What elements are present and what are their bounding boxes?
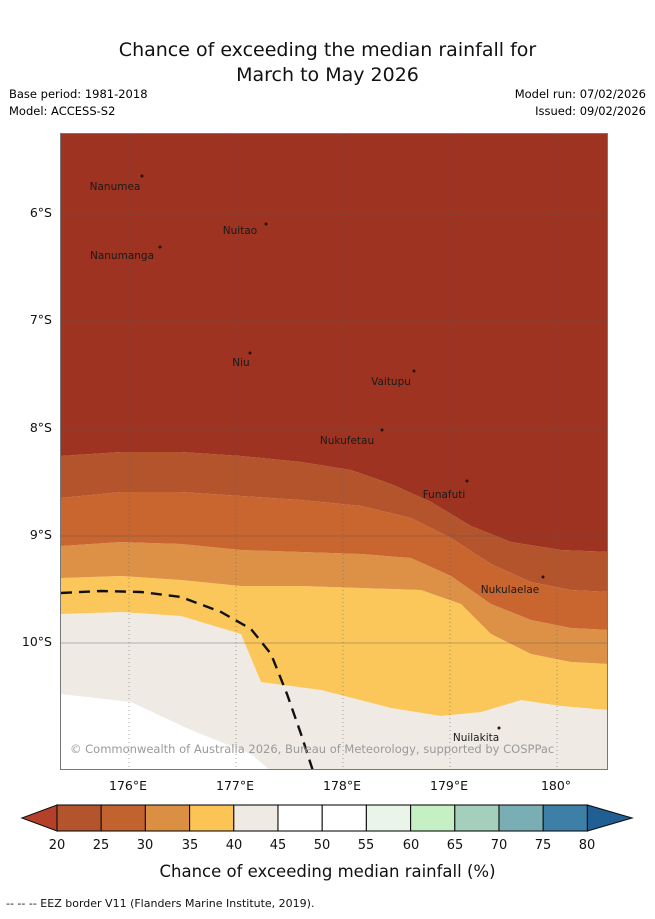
island-marker [158, 245, 162, 249]
page-title-line2: March to May 2026 [236, 64, 419, 86]
island-marker [264, 222, 268, 226]
colorbar [0, 800, 655, 836]
colorbar-arrow-right [586, 804, 634, 832]
eez-border-legend: -- -- -- EEZ border V11 (Flanders Marine… [6, 897, 315, 910]
colorbar-band-60-65 [410, 804, 456, 832]
colorbar-tick: 35 [181, 838, 199, 853]
island-label-nanumea: Nanumea [89, 181, 141, 193]
colorbar-tick: 75 [534, 838, 552, 853]
page-title-line1: Chance of exceeding the median rainfall … [118, 39, 537, 61]
colorbar-band-50-55 [321, 804, 367, 832]
colorbar-tick: 70 [490, 838, 508, 853]
x-axis-tick: 179°E [429, 778, 469, 793]
y-axis-tick: 10°S [21, 634, 52, 649]
island-label-funafuti: Funafuti [422, 489, 466, 501]
band-40-45-se [365, 734, 607, 769]
island-label-vaitupu: Vaitupu [371, 376, 411, 388]
colorbar-tick: 65 [446, 838, 464, 853]
colorbar-band-35-40 [189, 804, 235, 832]
colorbar-tick: 40 [225, 838, 243, 853]
page-title: Chance of exceeding the median rainfall … [0, 38, 655, 88]
base-period-text: Base period: 1981-2018 [9, 87, 148, 101]
copyright-watermark: © Commonwealth of Australia 2026, Bureau… [70, 742, 555, 756]
colorbar-band-45-50 [277, 804, 323, 832]
model-text: Model: ACCESS-S2 [9, 104, 116, 118]
x-axis-tick: 176°E [108, 778, 148, 793]
band-35-40 [61, 576, 607, 716]
colorbar-band-55-60 [365, 804, 412, 832]
band-25-30 [61, 492, 607, 630]
colorbar-band-30-35 [144, 804, 191, 832]
eez-border-line [61, 589, 314, 769]
island-label-nukufetau: Nukufetau [319, 435, 375, 447]
colorbar-tick: 50 [313, 838, 331, 853]
island-label-nanumanga: Nanumanga [89, 250, 155, 262]
island-marker [140, 174, 144, 178]
metadata-left: Base period: 1981-2018 Model: ACCESS-S2 [9, 86, 148, 120]
colorbar-tick: 45 [269, 838, 287, 853]
issued-text: Issued: 09/02/2026 [535, 104, 646, 118]
map-gridlines-horizontal [61, 213, 607, 644]
colorbar-band-20-25 [56, 804, 102, 832]
island-marker [541, 575, 545, 579]
colorbar-tick: 30 [136, 838, 154, 853]
island-marker [412, 369, 416, 373]
band-40-45-sw [61, 694, 269, 769]
island-label-nuitao: Nuitao [222, 225, 258, 237]
colorbar-title: Chance of exceeding median rainfall (%) [159, 862, 496, 881]
island-marker [380, 428, 384, 432]
colorbar-tick: 55 [357, 838, 375, 853]
x-axis-tick: 177°E [215, 778, 255, 793]
island-label-nukulaelae: Nukulaelae [480, 584, 540, 596]
colorbar-band-40-45 [233, 804, 279, 832]
y-axis-tick: 6°S [29, 205, 52, 220]
colorbar-band-65-70 [454, 804, 500, 832]
y-axis-tick: 7°S [29, 312, 52, 327]
x-axis-tick: 180° [540, 778, 572, 793]
band-30-35 [61, 542, 607, 664]
y-axis-tick: 8°S [29, 420, 52, 435]
colorbar-band-25-30 [100, 804, 146, 832]
island-label-nuilakita: Nuilakita [452, 732, 500, 744]
island-marker [497, 726, 501, 730]
colorbar-tick: 80 [578, 838, 596, 853]
colorbar-svg [20, 804, 634, 832]
colorbar-arrow-left [20, 804, 58, 832]
colorbar-tick: 25 [92, 838, 110, 853]
rainfall-contour-map [61, 134, 607, 769]
band-20-25 [61, 452, 607, 592]
band-40-45 [61, 612, 607, 769]
colorbar-band-75-80 [542, 804, 588, 832]
island-marker [465, 479, 469, 483]
colorbar-tick: 60 [402, 838, 420, 853]
colorbar-tick: 20 [48, 838, 66, 853]
map-plot-area [60, 133, 608, 770]
x-axis-tick: 178°E [322, 778, 362, 793]
metadata-right: Model run: 07/02/2026 Issued: 09/02/2026 [515, 86, 646, 120]
band-under-20 [61, 134, 607, 552]
island-label-niu: Niu [232, 357, 250, 369]
colorbar-band-70-75 [498, 804, 544, 832]
y-axis-tick: 9°S [29, 527, 52, 542]
model-run-text: Model run: 07/02/2026 [514, 87, 646, 101]
island-marker [248, 351, 252, 355]
